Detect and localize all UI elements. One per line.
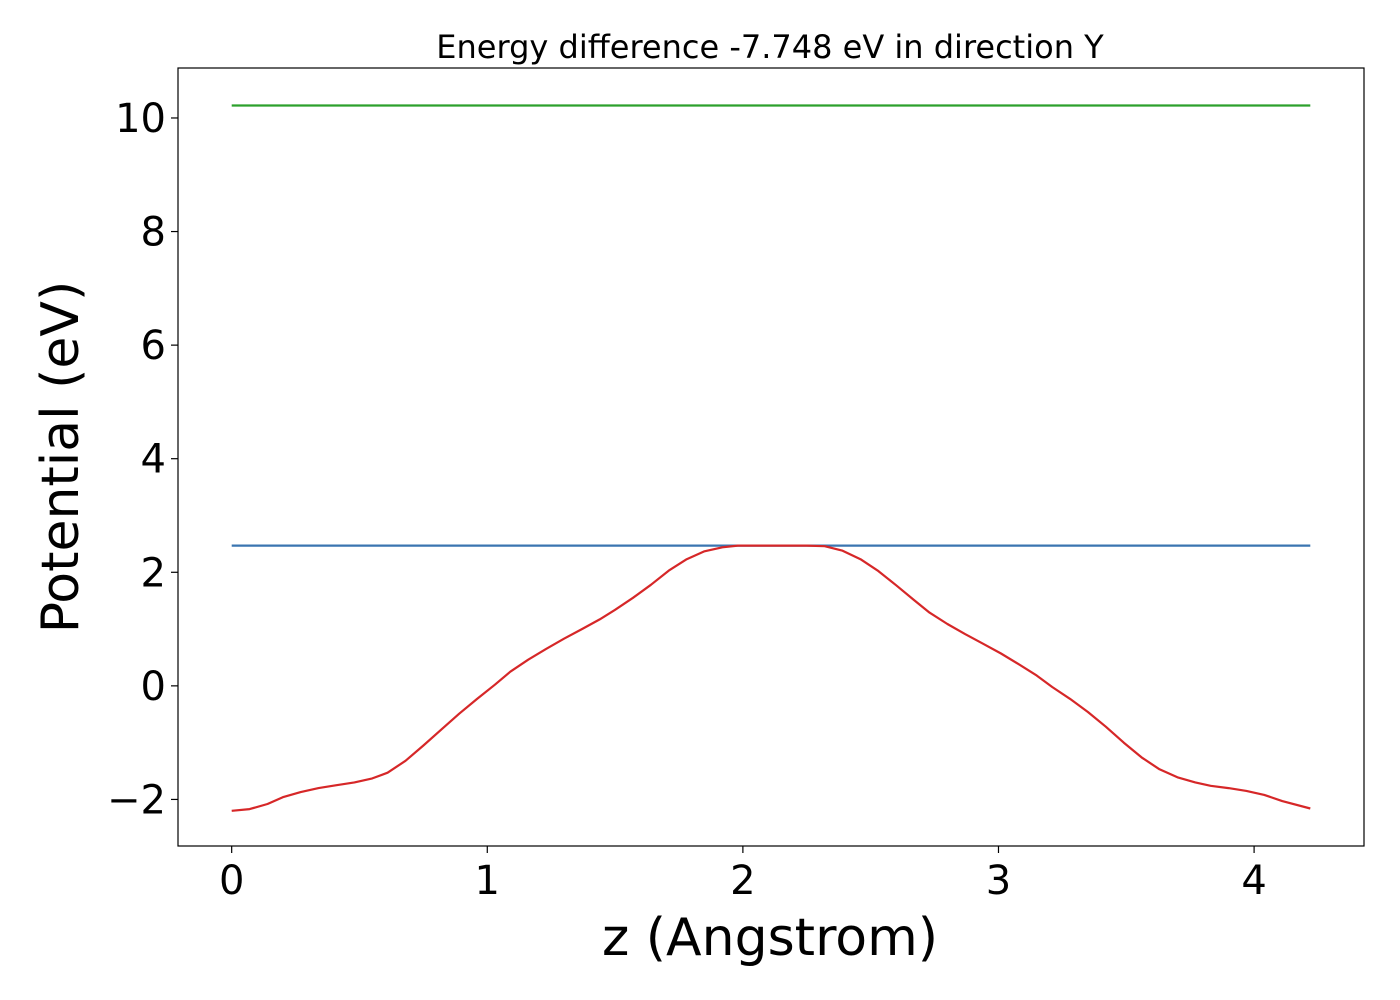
series-line-2 <box>231 544 1311 812</box>
y-tick-label: 2 <box>141 550 166 596</box>
y-tick-label: 0 <box>141 664 166 710</box>
x-tick-label: 4 <box>1241 858 1266 904</box>
x-tick-label: 1 <box>475 858 500 904</box>
x-tick-label: 0 <box>219 858 244 904</box>
y-tick-label: −2 <box>107 777 166 823</box>
plot-lines <box>231 104 1311 812</box>
plot-frame <box>177 67 1365 847</box>
chart-title: Energy difference -7.748 eV in direction… <box>436 28 1104 66</box>
y-axis: −2 0 2 4 6 8 10 <box>107 96 178 823</box>
y-tick-label: 8 <box>141 210 166 256</box>
y-tick-label: 10 <box>115 96 166 142</box>
x-axis-label: z (Angstrom) <box>602 908 938 968</box>
y-tick-label: 6 <box>141 323 166 369</box>
x-tick-label: 2 <box>730 858 755 904</box>
x-axis: 0 1 2 3 4 <box>219 846 1267 904</box>
x-tick-label: 3 <box>986 858 1011 904</box>
y-tick-label: 4 <box>141 437 166 483</box>
y-axis-label: Potential (eV) <box>31 281 91 633</box>
